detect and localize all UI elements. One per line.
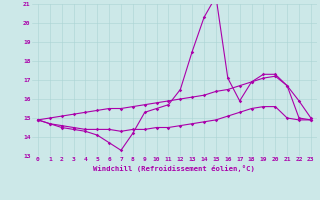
X-axis label: Windchill (Refroidissement éolien,°C): Windchill (Refroidissement éolien,°C) xyxy=(93,165,255,172)
